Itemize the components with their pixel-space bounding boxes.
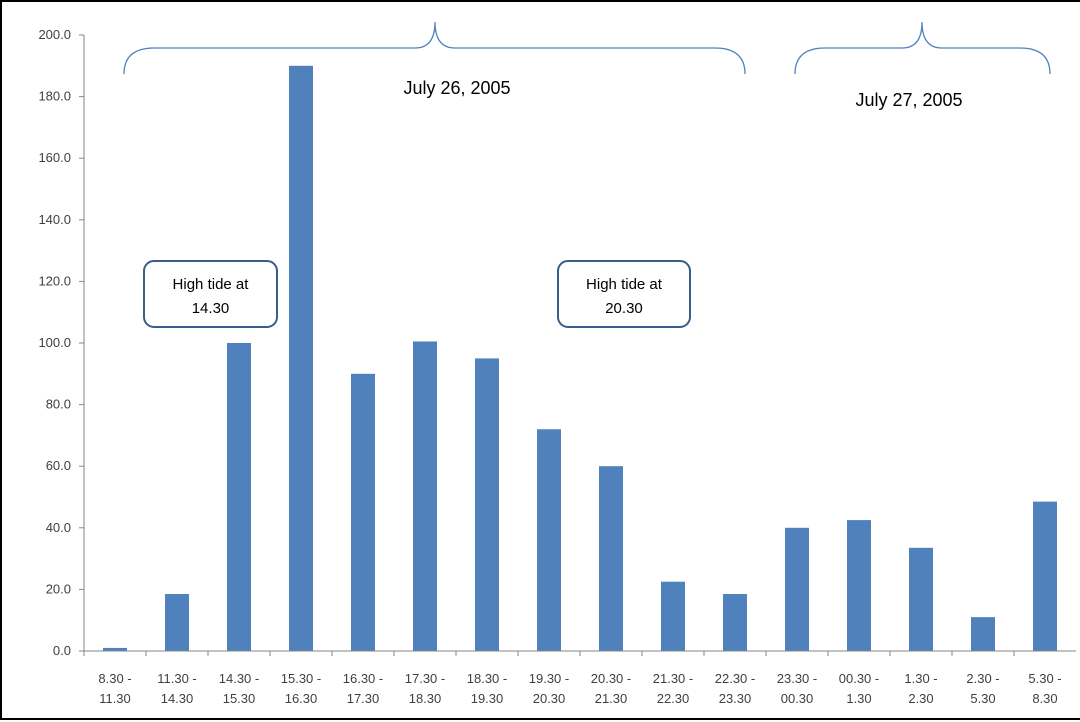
- annotations: High tide at 14.30 High tide at 20.30: [143, 260, 691, 328]
- y-axis: 0.0 20.0 40.0 60.0 80.0 100.0 120.0 140.0 160.0 1…: [38, 27, 85, 658]
- y-tick-label: 200.0: [38, 27, 71, 42]
- x-tick-label: 00.30: [781, 691, 814, 706]
- x-tick-label: 18.30: [409, 691, 442, 706]
- bar: [103, 647, 127, 651]
- y-tick-label: 40.0: [46, 520, 71, 535]
- x-tick-label: 5.30: [970, 691, 995, 706]
- x-tick-label: 2.30: [908, 691, 933, 706]
- x-tick-label: 17.30: [347, 691, 380, 706]
- bar: [1033, 501, 1057, 651]
- x-tick-label: 19.30: [471, 691, 504, 706]
- x-tick-label: 8.30 -: [98, 671, 131, 686]
- x-tick-label: 17.30 -: [405, 671, 445, 686]
- bar: [537, 429, 561, 651]
- bar: [971, 617, 995, 651]
- date-brace: [123, 21, 746, 75]
- y-tick-label: 0.0: [53, 643, 71, 658]
- bar: [289, 65, 313, 652]
- x-tick-label: 16.30: [285, 691, 318, 706]
- annotation-text: 14.30: [192, 300, 230, 317]
- x-tick-label: 23.30: [719, 691, 752, 706]
- bar: [165, 594, 189, 651]
- x-tick-label: 11.30 -: [157, 671, 197, 686]
- bar: [227, 343, 251, 651]
- x-tick-label: 16.30 -: [343, 671, 383, 686]
- y-tick-label: 120.0: [38, 273, 71, 288]
- bar: [661, 581, 685, 651]
- bar: [723, 594, 747, 651]
- x-tick-label: 00.30 -: [839, 671, 879, 686]
- date-label: July 26, 2005: [403, 78, 510, 98]
- x-tick-label: 23.30 -: [777, 671, 817, 686]
- y-tick-label: 180.0: [38, 89, 71, 104]
- x-tick-label: 22.30: [657, 691, 690, 706]
- x-tick-label: 2.30 -: [966, 671, 999, 686]
- y-tick-label: 80.0: [46, 397, 71, 412]
- bar: [351, 373, 375, 651]
- x-tick-label: 1.30 -: [904, 671, 937, 686]
- bar: [599, 466, 623, 651]
- y-tick-label: 160.0: [38, 150, 71, 165]
- bar: [847, 520, 871, 651]
- date-brace: [794, 21, 1051, 75]
- annotation-text: 20.30: [605, 300, 643, 317]
- x-tick-label: 21.30 -: [653, 671, 693, 686]
- annotation-box: [143, 260, 278, 328]
- date-groups: July 26, 2005 July 27, 2005: [123, 21, 1051, 110]
- x-tick-label: 14.30 -: [219, 671, 259, 686]
- bar: [475, 358, 499, 651]
- x-tick-label: 8.30: [1032, 691, 1057, 706]
- y-tick-label: 100.0: [38, 335, 71, 350]
- x-tick-label: 22.30 -: [715, 671, 755, 686]
- bar: [413, 341, 437, 651]
- x-tick-label: 15.30 -: [281, 671, 321, 686]
- x-tick-label: 15.30: [223, 691, 256, 706]
- y-tick-label: 20.0: [46, 581, 71, 596]
- x-tick-label: 1.30: [846, 691, 871, 706]
- x-axis: 8.30 - 11.30 11.30 - 14.30 14.30 - 15.30 15.30…: [83, 650, 1076, 706]
- x-tick-label: 5.30 -: [1028, 671, 1061, 686]
- bars: [103, 65, 1057, 652]
- annotation-box: [557, 260, 691, 328]
- bar: [909, 547, 933, 651]
- bar: [785, 527, 809, 651]
- date-label: July 27, 2005: [855, 90, 962, 110]
- x-tick-label: 19.30 -: [529, 671, 569, 686]
- x-tick-label: 20.30: [533, 691, 566, 706]
- annotation-text: High tide at: [586, 276, 663, 293]
- x-tick-label: 11.30: [99, 691, 131, 706]
- y-tick-label: 60.0: [46, 458, 71, 473]
- x-tick-label: 18.30 -: [467, 671, 507, 686]
- x-tick-label: 21.30: [595, 691, 628, 706]
- x-tick-label: 14.30: [161, 691, 194, 706]
- x-tick-label: 20.30 -: [591, 671, 631, 686]
- annotation-text: High tide at: [173, 276, 250, 293]
- y-tick-label: 140.0: [38, 212, 71, 227]
